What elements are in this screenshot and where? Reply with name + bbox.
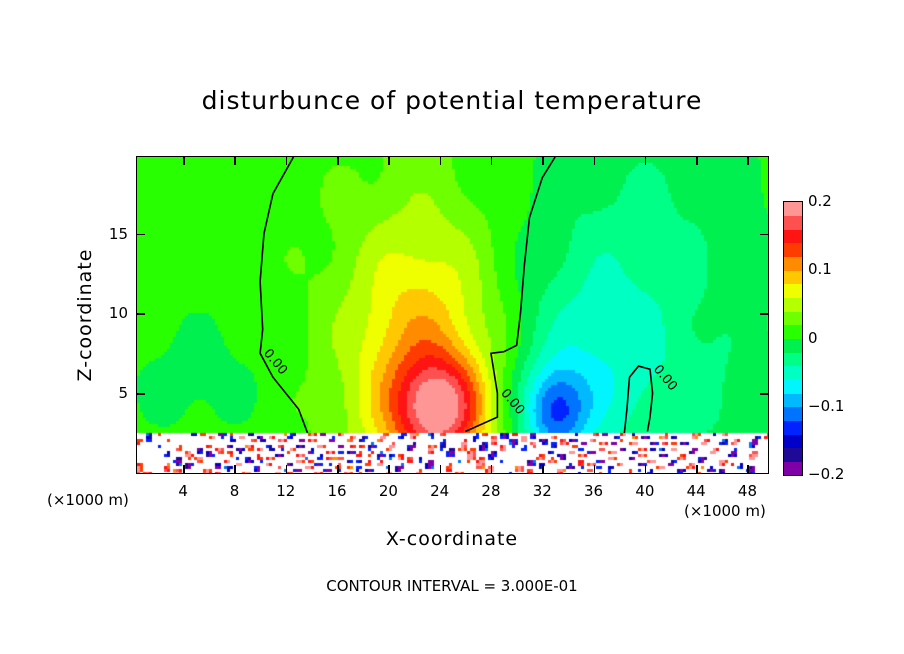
x-tick-label: 4 xyxy=(178,482,188,500)
colorbar-segment xyxy=(784,447,802,462)
x-tick-mark xyxy=(747,465,749,473)
y-axis-label: Z-coordinate xyxy=(74,248,96,382)
colorbar-tick-label: 0.2 xyxy=(808,192,832,210)
colorbar-segment xyxy=(784,297,802,312)
x-tick-mark xyxy=(234,465,236,473)
plot-area: 0.00 0.00 0.00 xyxy=(137,157,768,473)
colorbar-segment xyxy=(784,406,802,421)
y-tick-label: 10 xyxy=(108,304,128,323)
contour-line-zero xyxy=(259,157,309,434)
contour-fill xyxy=(137,157,768,473)
chart-title: disturbunce of potential temperature xyxy=(201,86,703,115)
colorbar-segment xyxy=(784,202,802,217)
colorbar-segment xyxy=(784,229,802,244)
x-tick-mark xyxy=(337,465,339,473)
colorbar-segment xyxy=(784,434,802,449)
x-tick-label: 44 xyxy=(686,482,706,500)
colorbar-segment xyxy=(784,256,802,271)
colorbar-segment xyxy=(784,379,802,394)
colorbar-segment xyxy=(784,324,802,339)
colorbar-segment xyxy=(784,215,802,230)
y-tick-mark xyxy=(760,393,768,395)
x-tick-mark xyxy=(183,465,185,473)
colorbar-segment xyxy=(784,461,802,476)
x-tick-mark xyxy=(439,157,442,165)
x-tick-mark xyxy=(696,465,698,473)
x-tick-mark xyxy=(285,465,288,473)
x-tick-label: 20 xyxy=(378,482,398,500)
x-tick-mark xyxy=(644,157,647,165)
y-tick-mark xyxy=(137,233,145,236)
x-tick-label: 40 xyxy=(635,482,655,500)
plot-frame xyxy=(136,156,769,474)
colorbar-segment xyxy=(784,338,802,353)
x-unit-label-left: (×1000 m) xyxy=(47,491,129,509)
colorbar-segment xyxy=(784,242,802,258)
x-tick-mark xyxy=(490,465,493,473)
x-tick-mark xyxy=(542,157,544,165)
x-tick-mark xyxy=(183,157,185,165)
x-tick-label: 28 xyxy=(481,482,501,500)
x-tick-mark xyxy=(439,465,442,473)
x-unit-label-right: (×1000 m) xyxy=(684,502,766,520)
colorbar-segment xyxy=(784,420,802,435)
colorbar-tick-label: 0.1 xyxy=(808,260,832,279)
x-tick-mark xyxy=(593,465,596,473)
colorbar-segment xyxy=(784,365,802,380)
colorbar-segment xyxy=(784,283,802,299)
x-tick-mark xyxy=(542,465,544,473)
y-tick-mark xyxy=(137,393,145,395)
colorbar-segment xyxy=(784,270,802,285)
x-tick-mark xyxy=(747,157,749,165)
contour-lines: 0.000.000.00 xyxy=(259,157,680,434)
colorbar-segment xyxy=(784,311,802,326)
x-tick-mark xyxy=(337,157,339,165)
x-axis-label: X-coordinate xyxy=(385,528,519,550)
x-tick-label: 8 xyxy=(229,482,240,500)
x-tick-label: 36 xyxy=(584,482,604,500)
x-tick-label: 12 xyxy=(276,482,296,500)
x-tick-label: 32 xyxy=(532,482,552,500)
y-tick-mark xyxy=(760,233,768,236)
y-tick-label: 5 xyxy=(118,384,128,403)
x-tick-mark xyxy=(490,157,493,165)
y-tick-label: 15 xyxy=(108,224,128,243)
colorbar-segment xyxy=(784,393,802,408)
colorbar xyxy=(783,201,803,476)
x-tick-mark xyxy=(644,465,647,473)
colorbar-segment xyxy=(784,352,802,367)
y-tick-mark xyxy=(137,313,145,315)
colorbar-tick-label: −0.1 xyxy=(808,396,845,415)
contour-interval-label: CONTOUR INTERVAL = 3.000E-01 xyxy=(326,577,578,595)
colorbar-tick-label: 0 xyxy=(808,328,818,347)
contour-line-zero xyxy=(623,365,654,434)
x-tick-mark xyxy=(696,157,698,165)
x-tick-label: 24 xyxy=(430,482,450,500)
x-tick-label: 16 xyxy=(327,482,347,500)
contour-line-zero xyxy=(464,157,556,433)
colorbar-tick-label: −0.2 xyxy=(808,465,845,483)
x-tick-mark xyxy=(285,157,288,165)
x-tick-label: 48 xyxy=(737,482,758,500)
x-tick-mark xyxy=(593,157,596,165)
x-tick-mark xyxy=(388,157,390,165)
y-tick-mark xyxy=(760,313,768,315)
x-tick-mark xyxy=(388,465,390,473)
x-tick-mark xyxy=(234,157,236,165)
